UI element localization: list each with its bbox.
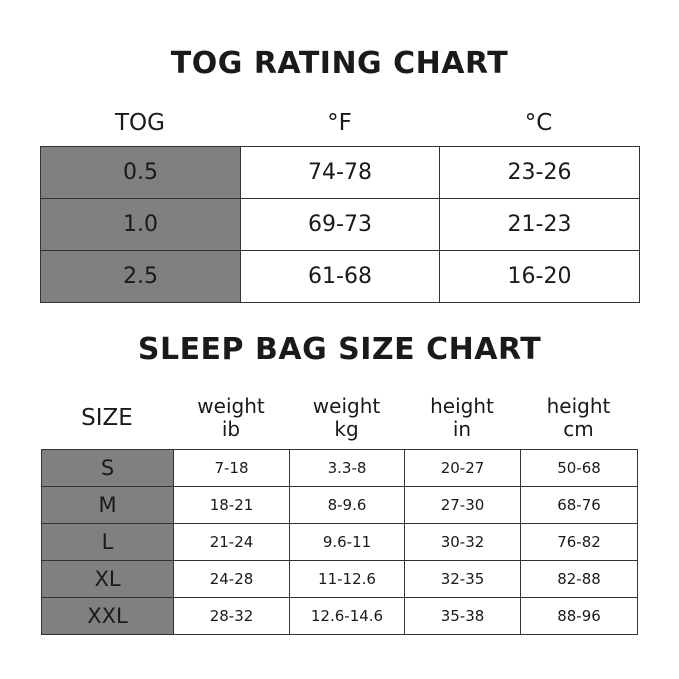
header-unit: ib xyxy=(221,417,241,441)
tog-table: 0.5 74-78 23-26 1.0 69-73 21-23 2.5 61-68 16-20 xyxy=(40,146,640,303)
celsius-header: °C xyxy=(524,110,553,136)
value-cell: 24-28 xyxy=(173,560,290,598)
header-unit: kg xyxy=(334,417,359,441)
table-row: 0.5 74-78 23-26 xyxy=(40,146,640,199)
value-cell: 3.3-8 xyxy=(289,449,405,487)
value-cell: 68-76 xyxy=(520,486,638,524)
tog-value-cell: 2.5 xyxy=(40,250,241,303)
fahrenheit-cell: 74-78 xyxy=(240,146,440,199)
fahrenheit-cell: 61-68 xyxy=(240,250,440,303)
value-cell: 12.6-14.6 xyxy=(289,597,405,635)
table-row: XXL 28-32 12.6-14.6 35-38 88-96 xyxy=(41,597,638,635)
celsius-cell: 16-20 xyxy=(439,250,640,303)
value-cell: 9.6-11 xyxy=(289,523,405,561)
size-cell: S xyxy=(41,449,174,487)
value-cell: 50-68 xyxy=(520,449,638,487)
header-line: weight xyxy=(312,394,381,418)
header-line: weight xyxy=(197,394,265,418)
value-cell: 30-32 xyxy=(404,523,521,561)
value-cell: 88-96 xyxy=(520,597,638,635)
fahrenheit-cell: 69-73 xyxy=(240,198,440,251)
value-cell: 20-27 xyxy=(404,449,521,487)
table-row: 2.5 61-68 16-20 xyxy=(40,250,640,303)
value-cell: 21-24 xyxy=(173,523,290,561)
value-cell: 7-18 xyxy=(173,449,290,487)
value-cell: 28-32 xyxy=(173,597,290,635)
size-cell: L xyxy=(41,523,174,561)
header-unit: in xyxy=(452,417,472,441)
table-row: L 21-24 9.6-11 30-32 76-82 xyxy=(41,523,638,561)
table-row: S 7-18 3.3-8 20-27 50-68 xyxy=(41,449,638,487)
value-cell: 11-12.6 xyxy=(289,560,405,598)
size-table-header: height in xyxy=(404,395,520,441)
celsius-cell: 23-26 xyxy=(439,146,640,199)
table-row: 1.0 69-73 21-23 xyxy=(40,198,640,251)
header-line: height xyxy=(546,394,611,418)
size-table: S 7-18 3.3-8 20-27 50-68 M 18-21 8-9.6 27-30 68-7… xyxy=(41,449,638,635)
size-table-header: weight kg xyxy=(289,395,404,441)
tog-value-cell: 1.0 xyxy=(40,198,241,251)
value-cell: 76-82 xyxy=(520,523,638,561)
size-chart-title: SLEEP BAG SIZE CHART xyxy=(137,332,542,367)
value-cell: 18-21 xyxy=(173,486,290,524)
tog-value-cell: 0.5 xyxy=(40,146,241,199)
tog-chart-title: TOG RATING CHART xyxy=(170,46,509,81)
size-cell: M xyxy=(41,486,174,524)
fahrenheit-header: °F xyxy=(327,110,352,136)
value-cell: 27-30 xyxy=(404,486,521,524)
value-cell: 82-88 xyxy=(520,560,638,598)
value-cell: 32-35 xyxy=(404,560,521,598)
table-row: XL 24-28 11-12.6 32-35 82-88 xyxy=(41,560,638,598)
celsius-cell: 21-23 xyxy=(439,198,640,251)
tog-header: TOG xyxy=(115,110,165,136)
size-cell: XL xyxy=(41,560,174,598)
value-cell: 35-38 xyxy=(404,597,521,635)
size-table-header: SIZE xyxy=(41,407,173,430)
table-row: M 18-21 8-9.6 27-30 68-76 xyxy=(41,486,638,524)
size-table-header: weight ib xyxy=(173,395,289,441)
header-unit: cm xyxy=(563,417,594,441)
size-cell: XXL xyxy=(41,597,174,635)
header-line: height xyxy=(430,394,494,418)
header-line: SIZE xyxy=(81,405,133,431)
value-cell: 8-9.6 xyxy=(289,486,405,524)
size-table-header: height cm xyxy=(520,395,637,441)
